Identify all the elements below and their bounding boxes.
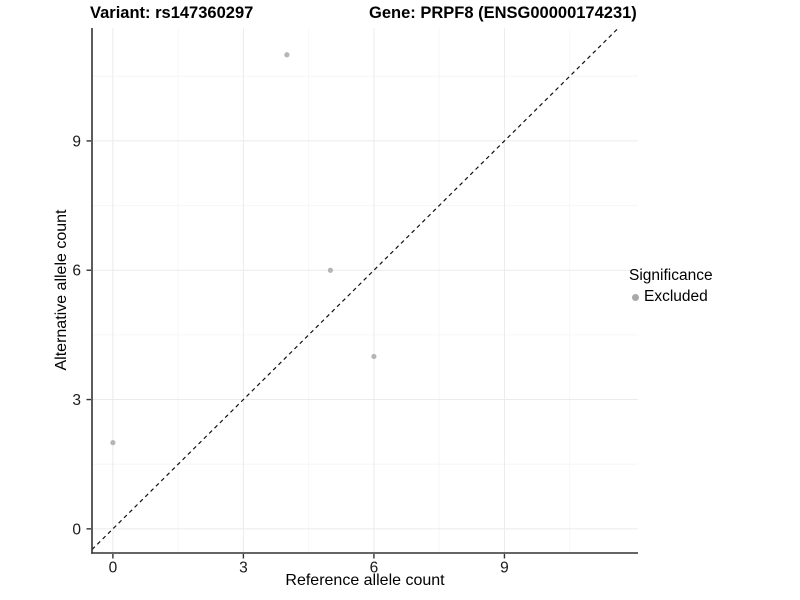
x-tick-label: 9: [500, 560, 509, 577]
tick-labels: 0 3 6 9 0 3 6 9: [72, 133, 508, 576]
major-gridlines: [92, 28, 638, 553]
identity-line: [91, 27, 619, 550]
gene-title: Gene: PRPF8 (ENSG00000174231): [369, 4, 637, 22]
y-tick-label: 0: [72, 521, 81, 538]
y-tick-label: 6: [72, 263, 81, 280]
x-axis-title: Reference allele count: [285, 572, 445, 589]
legend-point-icon: [632, 293, 639, 301]
x-tick-label: 6: [370, 560, 379, 577]
y-tick-label: 9: [72, 133, 81, 150]
data-points: [110, 52, 377, 446]
legend: Significance Excluded: [629, 267, 713, 306]
data-point: [327, 267, 334, 273]
legend-title: Significance: [629, 267, 713, 284]
x-tick-label: 3: [239, 560, 248, 577]
legend-item-label: Excluded: [644, 288, 708, 305]
legend-item-excluded: Excluded: [629, 288, 713, 306]
y-tick-label: 3: [72, 392, 81, 409]
y-axis-title: Alternative allele count: [53, 209, 70, 371]
tick-marks: [86, 140, 506, 559]
data-point: [371, 353, 377, 360]
axis-lines: [91, 28, 638, 554]
data-point: [284, 52, 290, 58]
minor-gridlines: [92, 28, 638, 553]
variant-title: Variant: rs147360297: [90, 4, 254, 22]
x-tick-label: 0: [109, 560, 118, 577]
data-point: [110, 440, 116, 446]
